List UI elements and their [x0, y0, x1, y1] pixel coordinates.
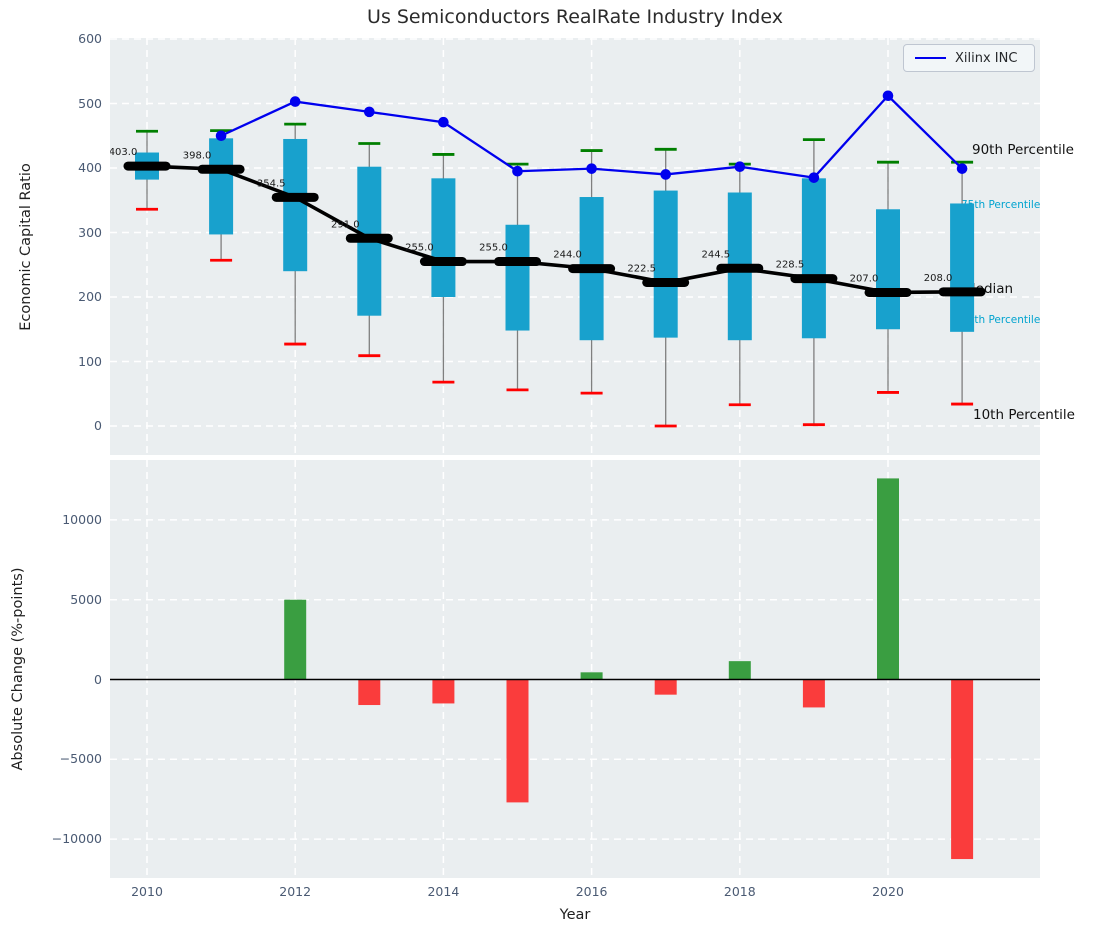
- median-value-label-2018: 244.5: [701, 249, 730, 260]
- bar-2015: [506, 679, 529, 803]
- bar-2016: [580, 672, 603, 680]
- xtick-2012: 2012: [279, 884, 312, 899]
- median-value-label-2013: 291.0: [331, 219, 360, 230]
- box-2011: [209, 138, 234, 235]
- xtick-2018: 2018: [723, 884, 756, 899]
- bar-2020: [877, 478, 899, 680]
- bar-2013: [358, 679, 381, 706]
- legend-line-icon: [915, 57, 946, 59]
- top-ytick-0: 0: [94, 418, 102, 433]
- top-ytick-300: 300: [78, 224, 102, 240]
- xilinx-point-2021: [956, 163, 968, 174]
- xtick-2014: 2014: [427, 884, 460, 899]
- top-y-axis-label: Economic Capital Ratio: [18, 163, 34, 331]
- median-value-label-2019: 228.5: [776, 260, 805, 271]
- bar-2014: [432, 679, 455, 704]
- median-value-label-2017: 222.5: [627, 263, 656, 274]
- median-value-label-2012: 354.5: [257, 178, 286, 189]
- xilinx-point-2016: [586, 163, 597, 174]
- bar-2012: [284, 599, 307, 680]
- top-ytick-400: 400: [78, 160, 102, 175]
- box-2020: [876, 209, 900, 330]
- xilinx-point-2017: [660, 169, 671, 180]
- annotation-90th-percentile: 90th Percentile: [972, 142, 1074, 158]
- annotation-10th-percentile: 10th Percentile: [973, 407, 1075, 423]
- bar-2018: [728, 661, 751, 680]
- top-ytick-600: 600: [78, 31, 102, 46]
- xilinx-point-2019: [808, 172, 820, 183]
- bar-2019: [802, 679, 825, 708]
- median-value-label-2021: 208.0: [924, 273, 953, 284]
- bottom-ytick-10000: 10000: [62, 511, 102, 527]
- bottom-chart: [110, 478, 1040, 860]
- chart-title: Us Semiconductors RealRate Industry Inde…: [367, 6, 783, 28]
- xilinx-point-2012: [289, 96, 301, 107]
- box-2019: [801, 178, 826, 339]
- xilinx-point-2020: [882, 90, 894, 102]
- bar-2021: [951, 679, 974, 860]
- box-2021: [950, 203, 975, 332]
- box-2015: [505, 224, 530, 331]
- xtick-2020: 2020: [872, 884, 904, 899]
- xtick-2016: 2016: [575, 884, 608, 899]
- bottom-ytick-5000: 5000: [70, 591, 102, 607]
- top-chart: 403.0 398.0 354.5 291.0 255.0 255.0 244.0 222.5…: [110, 90, 986, 428]
- top-ytick-100: 100: [78, 353, 102, 369]
- legend-label: Xilinx INC: [955, 50, 1018, 66]
- bottom-ytick--10000: −10000: [51, 831, 102, 847]
- xilinx-point-2018: [734, 161, 746, 173]
- median-value-label-2011: 398.0: [183, 150, 212, 161]
- top-ytick-200: 200: [78, 289, 102, 304]
- xilinx-point-2014: [438, 116, 449, 128]
- bottom-ytick-0: 0: [94, 671, 102, 687]
- top-ytick-500: 500: [78, 95, 102, 111]
- legend: Xilinx INC: [903, 44, 1035, 72]
- median-value-label-2015: 255.0: [479, 243, 508, 254]
- median-value-label-2016: 244.0: [553, 250, 582, 261]
- bar-2017: [654, 679, 677, 695]
- annotation-25th-percentile: 25th Percentile: [961, 314, 1041, 326]
- median-value-label-2010: 403.0: [110, 147, 137, 158]
- box-2017: [653, 190, 678, 338]
- box-2012: [283, 138, 308, 272]
- median-value-label-2020: 207.0: [850, 273, 879, 284]
- box-2014: [431, 178, 456, 297]
- bottom-ytick--5000: −5000: [59, 751, 102, 767]
- xilinx-point-2015: [512, 165, 523, 177]
- x-axis-label: Year: [559, 907, 591, 923]
- bottom-y-axis-label: Absolute Change (%-points): [10, 567, 26, 771]
- median-value-label-2014: 255.0: [405, 243, 434, 254]
- xilinx-point-2011: [215, 130, 227, 142]
- xilinx-point-2013: [364, 106, 375, 118]
- annotation-75th-percentile: 75th Percentile: [961, 199, 1041, 211]
- xtick-2010: 2010: [131, 884, 163, 899]
